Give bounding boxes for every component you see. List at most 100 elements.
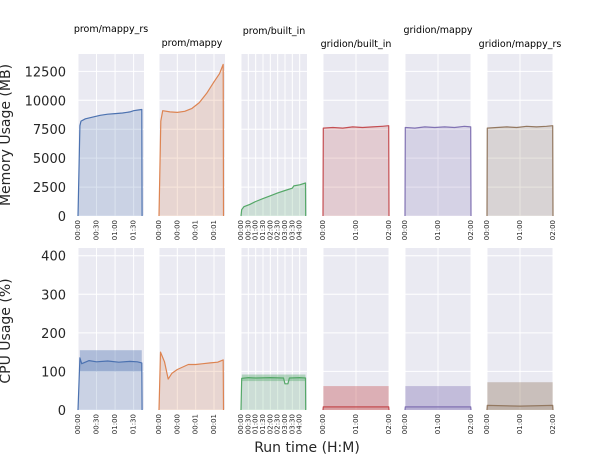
x-tick-label: 00:00 — [237, 414, 245, 434]
y-tick-label: 200 — [41, 327, 66, 342]
x-tick-label: 03:00 — [281, 414, 289, 434]
y-tick-label: 300 — [41, 288, 66, 303]
cpu-axis-label: CPU Usage (%) — [0, 278, 14, 383]
y-tick-label: 0 — [58, 210, 66, 225]
subplot-title: gridion/mappy_rs — [479, 39, 562, 50]
subplot-cpu-2: 00:00 00:30 01:00 01:30 02:00 02:30 03:00 03:30… — [237, 248, 307, 434]
subplot-cpu-0: 0 100 200 300 400 00:00 00:30 01:00 01:30 — [41, 248, 144, 434]
y-tick-label: 7500 — [33, 123, 66, 138]
subplot-cpu-5: 00:00 01:00 02:00 — [483, 248, 557, 434]
x-tick-label: 02:00 — [549, 414, 557, 434]
x-tick-label: 00:00 — [237, 220, 245, 240]
x-tick-label: 02:00 — [385, 220, 393, 240]
x-tick-label: 03:30 — [288, 220, 296, 240]
x-axis-label: Run time (H:M) — [254, 440, 360, 456]
x-tick-label: 01:30 — [130, 220, 138, 240]
y-tick-label: 10000 — [25, 94, 66, 109]
subplot-title: gridion/built_in — [321, 39, 392, 50]
series-area — [241, 183, 306, 216]
x-tick-label: 02:30 — [274, 414, 282, 434]
series-area — [405, 126, 471, 216]
x-tick-label: 00:30 — [93, 220, 101, 240]
x-tick-label: 01:00 — [252, 414, 260, 434]
x-tick-label: 00:00 — [74, 414, 82, 434]
series-line — [77, 357, 143, 411]
x-tick-label: 04:00 — [296, 414, 304, 434]
series-line — [240, 182, 307, 217]
subplot-cpu-3: 00:00 01:00 02:00 — [319, 248, 393, 434]
x-tick-label: 01:30 — [259, 414, 267, 434]
x-tick-label: 00:30 — [93, 414, 101, 434]
series-line — [77, 108, 143, 217]
x-tick-label: 01:30 — [130, 414, 138, 434]
x-tick-label: 02:00 — [549, 220, 557, 240]
series-line — [404, 125, 472, 217]
x-tick-label: 03:30 — [288, 414, 296, 434]
subplot-title: prom/mappy — [162, 38, 223, 49]
series-line — [158, 351, 225, 411]
x-tick-label: 00:00 — [401, 220, 409, 240]
x-tick-label: 00:01 — [192, 414, 200, 434]
y-tick-label: 5000 — [33, 152, 66, 167]
x-tick-label: 02:30 — [274, 220, 282, 240]
x-tick-label: 01:00 — [111, 220, 119, 240]
x-tick-label: 01:30 — [259, 220, 267, 240]
series-area — [78, 109, 143, 216]
series-line — [322, 125, 390, 217]
x-tick-label: 00:30 — [244, 220, 252, 240]
plot-area — [78, 248, 144, 410]
subplot-memory-1: 00:00 00:00 00:01 00:01 prom/mappy — [155, 38, 225, 240]
y-tick-label: 0 — [58, 404, 66, 419]
series-area — [159, 64, 224, 217]
x-tick-label: 00:01 — [210, 414, 218, 434]
series-area — [405, 406, 471, 410]
x-tick-label: 01:00 — [352, 220, 360, 240]
series-area — [323, 125, 389, 216]
x-tick-label: 00:00 — [155, 220, 163, 240]
series-area — [159, 352, 224, 410]
subplot-memory-4: 00:00 01:00 02:00 gridion/mappy — [401, 25, 475, 240]
subplot-title: prom/mappy_rs — [74, 24, 148, 35]
subplot-memory-0: 0 2500 5000 7500 10000 12500 00:00 00:30 01:00 01… — [25, 24, 149, 240]
subplot-memory-5: 00:00 01:00 02:00 gridion/mappy_rs — [479, 39, 562, 240]
x-tick-label: 03:00 — [281, 220, 289, 240]
series-line — [240, 377, 307, 411]
y-tick-label: 100 — [41, 365, 66, 380]
subplot-title: gridion/mappy — [403, 25, 472, 36]
x-tick-label: 00:00 — [173, 414, 181, 434]
x-tick-label: 01:00 — [111, 414, 119, 434]
x-tick-label: 02:00 — [467, 220, 475, 240]
series-area — [241, 377, 306, 410]
memory-axis-label: Memory Usage (MB) — [0, 64, 14, 206]
series-line — [322, 406, 390, 411]
series-area — [487, 125, 553, 216]
x-tick-label: 01:00 — [434, 414, 442, 434]
series-area — [78, 357, 143, 410]
x-tick-label: 00:00 — [483, 220, 491, 240]
series-area — [487, 405, 553, 410]
x-tick-label: 00:00 — [74, 220, 82, 240]
y-tick-label: 2500 — [33, 181, 66, 196]
series-range-band — [323, 386, 389, 410]
x-tick-label: 02:00 — [266, 220, 274, 240]
series-line — [486, 125, 554, 217]
x-tick-label: 00:00 — [319, 220, 327, 240]
plot-area — [241, 54, 307, 216]
y-tick-label: 12500 — [25, 65, 66, 80]
x-tick-label: 02:00 — [385, 414, 393, 434]
y-tick-label: 400 — [41, 250, 66, 265]
x-tick-label: 00:00 — [155, 414, 163, 434]
series-line — [404, 406, 472, 411]
x-tick-label: 00:00 — [173, 220, 181, 240]
x-tick-label: 01:00 — [252, 220, 260, 240]
x-tick-label: 00:01 — [192, 220, 200, 240]
x-tick-label: 01:00 — [352, 414, 360, 434]
x-tick-label: 01:00 — [516, 220, 524, 240]
series-range-band — [405, 386, 471, 410]
x-tick-label: 01:00 — [516, 414, 524, 434]
subplot-cpu-1: 00:00 00:00 00:01 00:01 — [155, 248, 225, 434]
x-tick-label: 02:00 — [266, 414, 274, 434]
series-area — [323, 406, 389, 410]
